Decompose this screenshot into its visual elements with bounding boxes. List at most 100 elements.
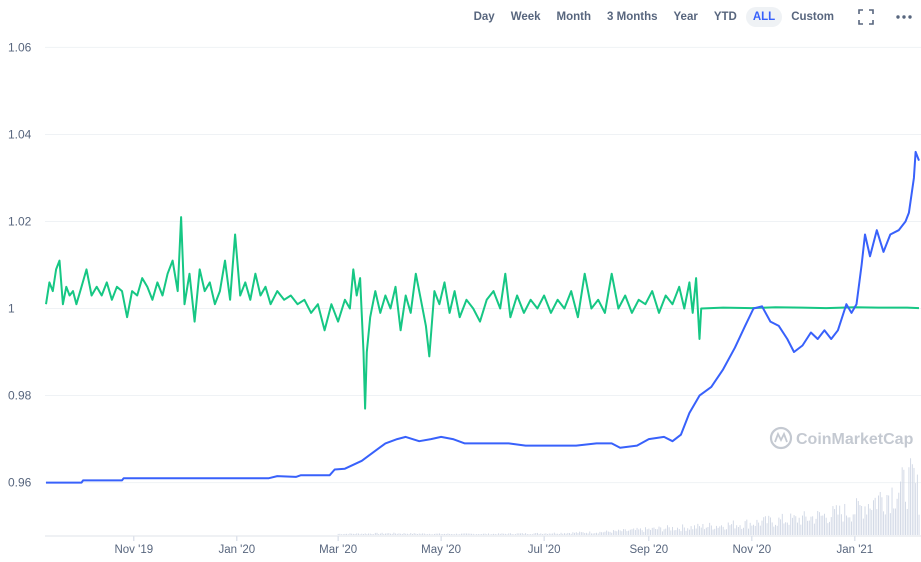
volume-bar bbox=[469, 533, 471, 535]
volume-bar bbox=[712, 529, 714, 535]
volume-bar bbox=[542, 534, 543, 535]
volume-bar bbox=[869, 508, 871, 535]
volume-bar bbox=[359, 534, 361, 535]
volume-bar bbox=[417, 534, 418, 535]
volume-bar bbox=[857, 500, 859, 535]
volume-bar bbox=[656, 529, 658, 535]
y-tick-label: 1.04 bbox=[8, 127, 32, 141]
volume-bar bbox=[511, 534, 513, 535]
volume-bar bbox=[766, 523, 768, 535]
volume-bar bbox=[594, 533, 596, 535]
volume-bar bbox=[423, 533, 425, 535]
volume-bar bbox=[496, 534, 498, 535]
volume-bar bbox=[668, 527, 670, 535]
volume-bar bbox=[621, 531, 623, 535]
volume-bar bbox=[715, 525, 717, 535]
volume-bar bbox=[494, 533, 496, 535]
volume-bar bbox=[786, 522, 788, 535]
series-lines bbox=[45, 150, 920, 484]
volume-bar bbox=[471, 533, 473, 535]
volume-bar bbox=[773, 526, 775, 535]
volume-bar bbox=[906, 508, 908, 535]
volume-bar bbox=[839, 505, 841, 535]
range-week-button[interactable]: Week bbox=[510, 11, 541, 23]
volume-bar bbox=[881, 497, 883, 535]
volume-bar bbox=[889, 513, 891, 535]
volume-bar bbox=[754, 525, 756, 535]
volume-bar bbox=[807, 520, 809, 535]
volume-bar bbox=[403, 533, 405, 535]
volume-bar bbox=[901, 467, 903, 535]
volume-bar bbox=[535, 532, 537, 535]
volume-bar bbox=[373, 534, 375, 535]
volume-bar bbox=[776, 525, 778, 535]
volume-bar bbox=[624, 529, 626, 535]
volume-bar bbox=[430, 534, 432, 535]
volume-bar bbox=[764, 516, 766, 535]
range-day-button[interactable]: Day bbox=[473, 11, 495, 23]
volume-bar bbox=[883, 511, 885, 535]
volume-bar bbox=[545, 533, 547, 535]
volume-bar bbox=[822, 515, 824, 535]
volume-bar bbox=[803, 511, 805, 535]
volume-bar bbox=[612, 530, 614, 535]
volume-bar bbox=[428, 533, 430, 535]
volume-bar bbox=[609, 531, 611, 535]
volume-bar bbox=[876, 509, 878, 535]
volume-bar bbox=[851, 521, 852, 535]
volume-bar bbox=[859, 505, 861, 535]
volume-bar bbox=[778, 517, 780, 535]
watermark-text: CoinMarketCap bbox=[796, 431, 914, 448]
volume-bar bbox=[521, 533, 523, 535]
volume-bar bbox=[477, 534, 479, 535]
volume-bar bbox=[878, 495, 879, 535]
volume-bar bbox=[445, 533, 447, 535]
range-3months-button[interactable]: 3 Months bbox=[607, 11, 658, 23]
y-tick-label: 1.06 bbox=[8, 40, 32, 54]
volume-bar bbox=[433, 533, 435, 535]
volume-bar bbox=[829, 521, 831, 535]
volume-bar bbox=[454, 534, 456, 535]
volume-bar bbox=[785, 522, 787, 535]
volume-bar bbox=[582, 532, 584, 535]
volume-bar bbox=[697, 523, 699, 535]
more-icon[interactable] bbox=[891, 6, 917, 28]
volume-bar bbox=[636, 527, 638, 535]
volume-bar bbox=[472, 533, 474, 535]
volume-bar bbox=[420, 533, 422, 535]
volume-bar bbox=[604, 531, 606, 535]
volume-bar bbox=[849, 517, 851, 535]
volume-bar bbox=[516, 533, 518, 535]
volume-bar bbox=[354, 534, 356, 535]
volume-bar bbox=[824, 513, 825, 535]
volume-bar bbox=[639, 528, 641, 535]
volume-bar bbox=[574, 532, 576, 535]
volume-bar bbox=[862, 518, 864, 535]
volume-bar bbox=[364, 533, 366, 535]
volume-bar bbox=[592, 533, 594, 535]
range-custom-button[interactable]: Custom bbox=[791, 11, 834, 23]
volume-bar bbox=[509, 533, 511, 535]
volume-bar bbox=[655, 529, 657, 535]
volume-bar bbox=[864, 506, 866, 535]
volume-bar bbox=[376, 532, 378, 535]
volume-bar bbox=[879, 491, 881, 535]
volume-bar bbox=[844, 503, 846, 535]
volume-bar bbox=[553, 532, 555, 535]
volume-bar bbox=[783, 523, 785, 535]
volume-bar bbox=[746, 519, 748, 535]
volume-bar bbox=[840, 514, 842, 535]
volume-bar bbox=[349, 533, 351, 535]
range-ytd-button[interactable]: YTD bbox=[713, 11, 737, 23]
volume-bar bbox=[412, 533, 413, 535]
range-month-button[interactable]: Month bbox=[556, 11, 592, 23]
volume-bar bbox=[694, 525, 695, 535]
volume-bar bbox=[567, 532, 569, 535]
range-year-button[interactable]: Year bbox=[673, 11, 698, 23]
volume-bar bbox=[506, 534, 508, 535]
x-tick-label: Mar '20 bbox=[319, 544, 357, 556]
fullscreen-icon[interactable] bbox=[853, 6, 879, 28]
range-all-button[interactable]: ALL bbox=[745, 7, 783, 27]
volume-bar bbox=[540, 533, 542, 535]
